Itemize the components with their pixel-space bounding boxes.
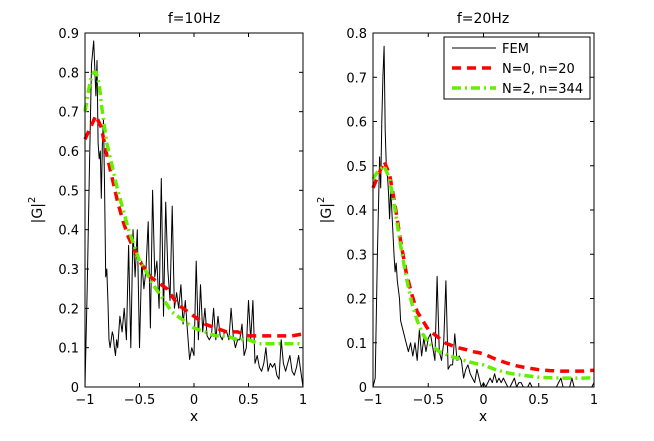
series-line-n-2-n-344 xyxy=(83,70,303,346)
y-tick-label: 0.4 xyxy=(58,224,79,239)
y-tick-label: 0.5 xyxy=(346,160,367,175)
y-tick-label: 0.6 xyxy=(346,116,367,131)
y-tick-label: 0.2 xyxy=(346,293,367,308)
y-tick-label: 0.5 xyxy=(58,184,79,199)
chart-title-right: f=20Hz xyxy=(457,11,509,27)
y-axis-label-exp-right: 2 xyxy=(316,197,327,203)
y-tick-label: 0 xyxy=(359,381,367,396)
y-axis-label-exp-left: 2 xyxy=(27,197,38,203)
x-tick-label: −0.5 xyxy=(412,393,444,408)
ticks-right: −1 −0.5 0 0.5 1 0 0.1 0.2 0.3 0.4 0.5 0.6 0.7 0.8 xyxy=(346,27,598,408)
x-tick-label: 0.5 xyxy=(238,393,259,408)
y-axis-label-base-right: |G| xyxy=(319,203,335,223)
x-tick-label: 0 xyxy=(190,393,198,408)
series-line-fem xyxy=(84,40,304,388)
axes-box-left xyxy=(84,32,304,388)
panel-f20: f=20Hz x |G|2 −1 −0.5 0 0.5 1 0 0.1 0.2 0.3 0.4 0.… xyxy=(316,11,598,425)
series-line-n-0-n-20 xyxy=(83,113,304,338)
y-tick-label: 0.3 xyxy=(346,248,367,263)
y-tick-label: 0.3 xyxy=(58,263,79,278)
x-tick-label: −1 xyxy=(363,393,382,408)
legend-label-fem: FEM xyxy=(502,42,529,57)
y-tick-label: 0.2 xyxy=(58,302,79,317)
y-tick-label: 0.7 xyxy=(346,71,367,86)
x-tick-label: 1 xyxy=(590,393,598,408)
x-tick-label: −0.5 xyxy=(124,393,156,408)
svg-text:|G|2: |G|2 xyxy=(27,197,46,224)
x-tick-label: 0.5 xyxy=(528,393,549,408)
y-axis-label-right: |G|2 xyxy=(316,197,335,224)
y-axis-label-left: |G|2 xyxy=(27,197,46,224)
x-axis-label-left: x xyxy=(190,409,198,425)
panel-f10: f=10Hz x |G|2 −1 −0.5 0 0.5 1 0 0.1 0.2 0.3 0.4 0.… xyxy=(27,11,307,425)
ticks-left: −1 −0.5 0 0.5 1 0 0.1 0.2 0.3 0.4 0.5 0.6 0.7 0.8 0.9 xyxy=(58,27,307,408)
svg-text:|G|2: |G|2 xyxy=(316,197,335,224)
y-tick-label: 0.9 xyxy=(58,27,79,42)
y-tick-label: 0.6 xyxy=(58,145,79,160)
y-tick-label: 0 xyxy=(71,381,79,396)
y-tick-label: 0.7 xyxy=(58,106,79,121)
y-axis-label-base-left: |G| xyxy=(30,203,46,223)
y-tick-label: 0.8 xyxy=(58,66,79,81)
series-left xyxy=(83,40,304,388)
series-line-n-0-n-20 xyxy=(371,159,595,373)
y-tick-label: 0.1 xyxy=(346,337,367,352)
series-line-n-2-n-344 xyxy=(371,164,595,380)
x-tick-label: 1 xyxy=(299,393,307,408)
chart-title-left: f=10Hz xyxy=(168,11,220,27)
y-tick-label: 0.1 xyxy=(58,342,79,357)
legend-label-n2: N=2, n=344 xyxy=(502,82,583,97)
legend: FEM N=0, n=20 N=2, n=344 xyxy=(443,36,591,100)
x-tick-label: 0 xyxy=(479,393,487,408)
y-tick-label: 0.4 xyxy=(346,204,367,219)
plot-area-left xyxy=(85,33,303,387)
y-tick-label: 0.8 xyxy=(346,27,367,42)
x-axis-label-right: x xyxy=(479,409,487,425)
legend-label-n0: N=0, n=20 xyxy=(502,62,575,77)
x-tick-label: −1 xyxy=(75,393,94,408)
axes-box-right xyxy=(372,32,595,388)
